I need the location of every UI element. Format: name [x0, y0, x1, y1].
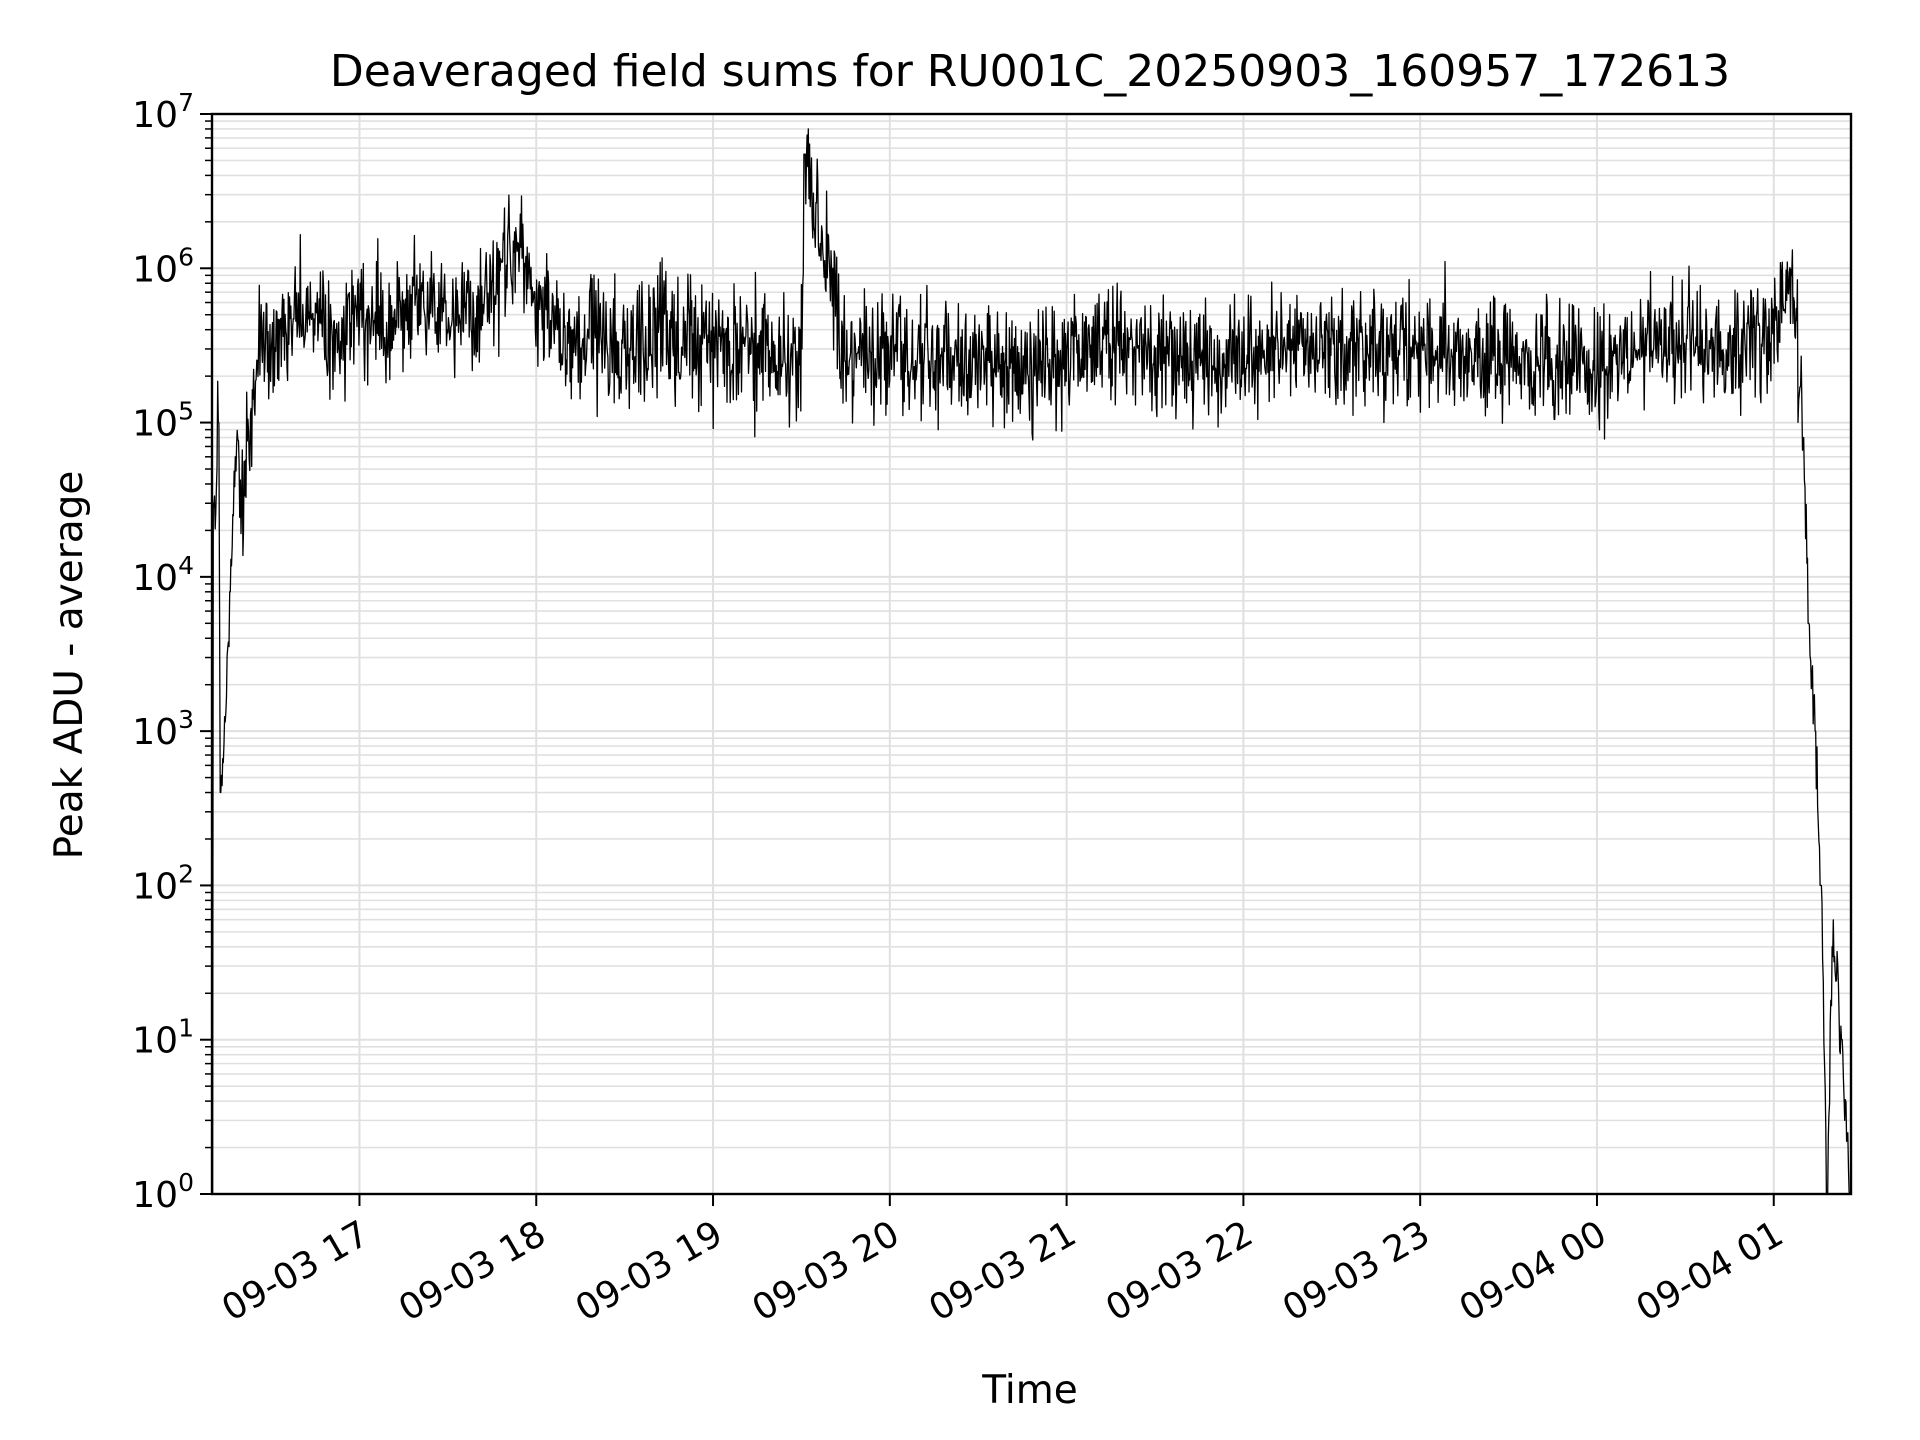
grid-minor [212, 120, 1851, 1149]
y-axis-label: Peak ADU - average [47, 471, 92, 860]
y-tick-label: 105 [132, 397, 194, 445]
plot-frame [210, 112, 1853, 1196]
y-tick-label: 100 [132, 1168, 194, 1216]
y-tick-label: 101 [132, 1014, 194, 1062]
x-axis-label: Time [981, 1368, 1077, 1413]
chart-title: Deaveraged field sums for RU001C_2025090… [330, 46, 1730, 97]
y-tick-label: 103 [132, 705, 194, 753]
series-line [211, 128, 1852, 1195]
y-tick-label: 106 [132, 242, 194, 290]
y-tick-label: 102 [132, 859, 194, 907]
y-tick-label: 104 [132, 551, 194, 599]
y-tick-label: 107 [132, 88, 194, 136]
